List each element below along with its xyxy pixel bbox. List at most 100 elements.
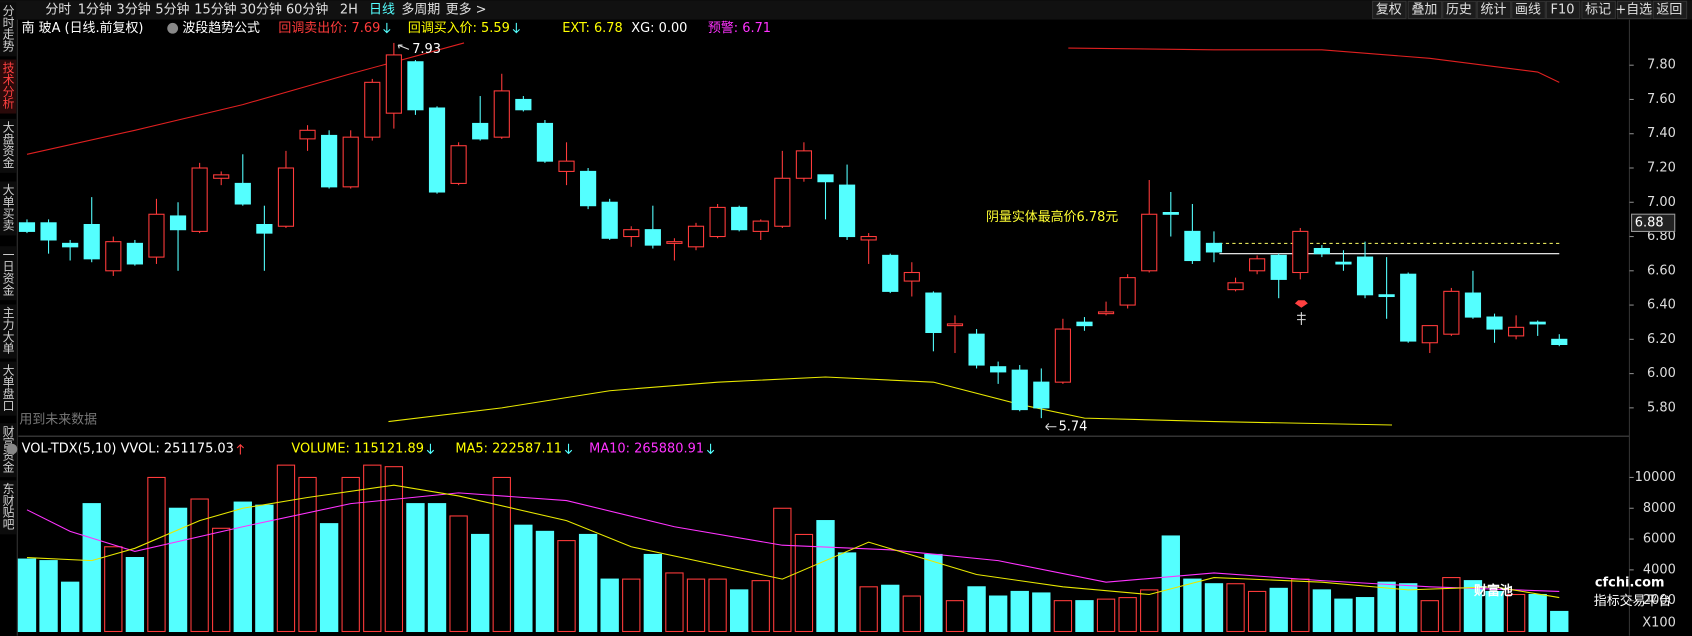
down-arrow [383,22,391,34]
sidebar-tab-bg[interactable] [0,246,17,301]
toolbar-tab[interactable]: 60分钟 [286,1,328,17]
indicator-line [1068,47,1560,83]
y-tick-label: 6.80 [1647,229,1676,244]
toolbar-button[interactable]: F10 [1551,2,1575,17]
toolbar-tab[interactable]: 2H [340,2,358,17]
toolbar-button[interactable]: +自选 [1615,2,1652,17]
candle-body [407,61,424,111]
toolbar-button[interactable]: 统计 [1481,2,1507,17]
sidebar-tab-bg[interactable] [0,480,17,535]
y-tick-label: 7.20 [1647,160,1676,175]
y-tick-label: 7.80 [1647,58,1676,73]
sidebar-tab[interactable]: 大单买卖 [1,183,15,232]
toolbar-button[interactable]: 历史 [1446,2,1472,17]
toolbar-button-bg[interactable] [1442,0,1477,20]
volume-bar [168,507,188,633]
toolbar-tab[interactable]: 15分钟 [194,1,236,17]
toolbar-tab[interactable]: 更多 > [446,2,487,17]
candle-body [644,229,661,246]
high-label: 7.93 [412,42,441,57]
candle-body [968,333,985,366]
candle-body [666,241,683,244]
sidebar-tab[interactable]: 技术分析 [1,62,15,110]
sidebar-tab-bg[interactable] [0,181,17,236]
volume-bar [1226,583,1245,633]
volume-bar [686,578,706,633]
volume-bar [643,553,663,633]
volume-bar [1183,578,1202,633]
volume-bar [665,572,684,633]
indicator-value: XG: 0.00 [631,21,687,36]
candle-body [234,182,251,205]
candle-body [1313,247,1330,255]
volume-bar [578,533,598,633]
sidebar-tab-bg[interactable] [0,59,17,114]
volume-bar [60,581,80,633]
toolbar-tab[interactable]: 30分钟 [240,1,282,17]
y-tick-label: 6.40 [1647,298,1676,313]
toolbar-tab[interactable]: 多周期 [401,2,440,17]
volume-bar [1075,600,1094,633]
sidebar-tab-bg[interactable] [0,361,17,416]
toolbar-button-bg[interactable] [1581,0,1616,20]
sidebar-tab[interactable]: 东财贴吧 [1,483,15,530]
candle-body [731,206,748,231]
sidebar-tab-bg[interactable] [0,118,17,173]
toolbar-button-bg[interactable] [1617,0,1652,20]
volume-bar [1550,610,1569,633]
candle-body [1486,316,1503,330]
down-arrow [564,443,573,455]
volume-bar [1118,597,1137,633]
toolbar-button-bg[interactable] [1545,0,1581,20]
toolbar-button[interactable]: 画线 [1515,2,1541,17]
toolbar-button[interactable]: 复权 [1376,1,1402,17]
volume-bar [427,503,447,633]
indicator-value: EXT: 6.78 [562,21,623,36]
toolbar-button-bg[interactable] [1652,0,1688,20]
sidebar-tab[interactable]: 主力大单 [1,306,15,355]
watermark-brand: 财富池 [1474,583,1513,599]
watermark-site: cfchi.com [1595,575,1665,590]
toolbar-tab[interactable]: 5分钟 [155,1,189,17]
candle-body [299,129,316,140]
candle-body [1184,230,1201,262]
toolbar-tab[interactable]: 分时 [45,2,71,17]
candle-body [191,167,208,232]
volume-bar [514,524,533,633]
indicator-value: VOL-TDX(5,10) VVOL: 251175.03 [22,442,234,457]
formula-name[interactable]: 波段趋势公式 [182,20,260,36]
candle-body [1443,290,1460,335]
sidebar-tab-bg[interactable] [0,2,17,57]
toolbar-button-bg[interactable] [1476,0,1512,20]
sidebar-tab[interactable]: 一日资金 [1,248,15,295]
candle-body [385,54,402,114]
signal-icon [1297,312,1306,326]
volume-bar [1463,580,1483,633]
candle-body [1249,258,1266,272]
toolbar-tab[interactable]: 1分钟 [78,1,112,17]
toolbar-tab[interactable]: 3分钟 [117,1,151,17]
formula-icon[interactable] [6,443,18,455]
toolbar-button-bg[interactable] [1372,0,1407,20]
toolbar-button-bg[interactable] [1511,0,1546,20]
toolbar-tab[interactable]: 日线 [369,2,395,17]
candle-body [925,292,942,334]
toolbar-button-bg[interactable] [1407,0,1443,20]
toolbar-button[interactable]: 返回 [1656,2,1682,17]
toolbar-button[interactable]: 叠加 [1411,2,1437,17]
sidebar-tab-bg[interactable] [0,304,17,359]
sidebar-tab[interactable]: 大盘资金 [1,121,15,169]
price-tag [1631,213,1676,232]
candle-body [62,242,79,248]
volume-bar [363,464,382,633]
toolbar-button[interactable]: 标记 [1585,2,1611,17]
indicator-value: VOLUME: 115121.89 [291,442,424,457]
candle-body [472,122,489,140]
candle-body [903,271,920,282]
volume-bar [837,552,857,633]
sidebar-tab[interactable]: 分时走势 [1,5,15,52]
sidebar-tab[interactable]: 大单盘口 [1,363,15,411]
candle-body [623,229,640,238]
formula-icon[interactable] [167,22,179,34]
